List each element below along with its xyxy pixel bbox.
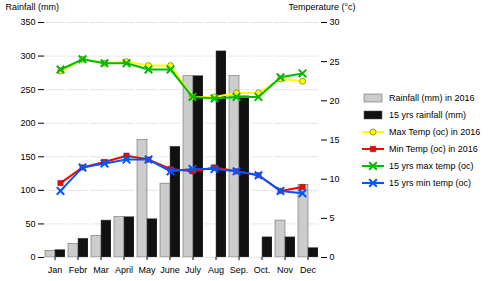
svg-text:150: 150: [20, 152, 35, 162]
svg-text:Nov: Nov: [277, 265, 294, 275]
svg-text:Oct.: Oct.: [254, 265, 271, 275]
svg-text:0: 0: [330, 252, 335, 262]
svg-text:25: 25: [330, 57, 340, 67]
svg-text:June: June: [160, 265, 180, 275]
svg-text:20: 20: [330, 96, 340, 106]
svg-text:15: 15: [330, 135, 340, 145]
svg-text:Febr: Febr: [69, 265, 88, 275]
svg-text:5: 5: [330, 213, 335, 223]
html-text:15 yrs rainfall (mm): 15 yrs rainfall (mm): [389, 110, 466, 120]
svg-text:Dec: Dec: [300, 265, 317, 275]
svg-text:50: 50: [25, 219, 35, 229]
svg-text:0: 0: [30, 252, 35, 262]
svg-text:Aug: Aug: [208, 265, 224, 275]
svg-text:200: 200: [20, 118, 35, 128]
html-text:Rainfall (mm) in 2016: Rainfall (mm) in 2016: [389, 93, 475, 103]
svg-text:250: 250: [20, 85, 35, 95]
svg-text:350: 350: [20, 17, 35, 27]
svg-text:10: 10: [330, 174, 340, 184]
html-text:15 yrs min temp (oc): 15 yrs min temp (oc): [389, 178, 471, 188]
html-text:Min Temp (oc) in 2016: Min Temp (oc) in 2016: [389, 144, 478, 154]
svg-text:Jan: Jan: [48, 265, 63, 275]
svg-text:300: 300: [20, 51, 35, 61]
svg-text:Temperature (°c): Temperature (°c): [288, 2, 355, 12]
svg-text:July: July: [185, 265, 202, 275]
svg-text:May: May: [138, 265, 156, 275]
svg-text:100: 100: [20, 185, 35, 195]
html-text:Max Temp (oc) in 2016: Max Temp (oc) in 2016: [389, 127, 481, 137]
svg-text:30: 30: [330, 17, 340, 27]
html-text:15 yrs max temp (oc): 15 yrs max temp (oc): [389, 161, 474, 171]
svg-text:Sep.: Sep.: [230, 265, 249, 275]
svg-text:Rainfall (mm): Rainfall (mm): [6, 2, 60, 12]
svg-text:April: April: [115, 265, 133, 275]
svg-text:Mar: Mar: [93, 265, 109, 275]
